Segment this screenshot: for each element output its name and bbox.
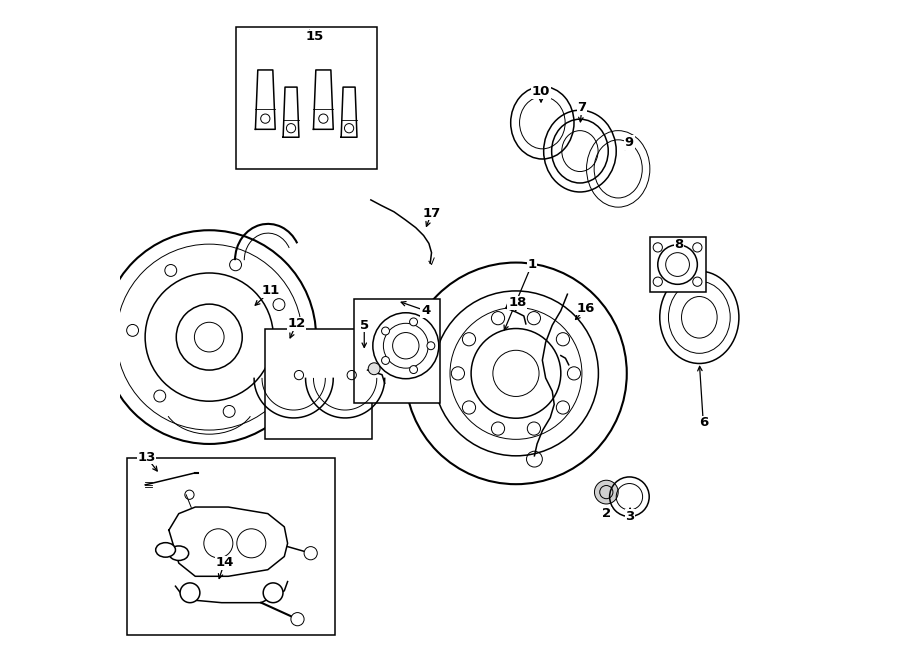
Circle shape: [658, 245, 698, 284]
Circle shape: [291, 613, 304, 626]
Text: 7: 7: [578, 101, 587, 114]
Text: 4: 4: [421, 304, 430, 317]
Bar: [650, 237, 706, 292]
Circle shape: [382, 327, 390, 335]
Circle shape: [427, 342, 435, 350]
Circle shape: [693, 243, 702, 252]
Text: 1: 1: [527, 258, 536, 271]
Text: 16: 16: [577, 301, 595, 315]
Circle shape: [693, 277, 702, 286]
Circle shape: [180, 583, 200, 603]
Circle shape: [595, 481, 618, 504]
Polygon shape: [169, 507, 288, 576]
Bar: [355, 299, 440, 403]
Text: 12: 12: [287, 317, 305, 330]
Circle shape: [203, 529, 233, 558]
Circle shape: [373, 313, 439, 379]
Circle shape: [304, 547, 318, 560]
Circle shape: [382, 356, 390, 364]
Circle shape: [237, 529, 266, 558]
Text: 2: 2: [602, 508, 611, 520]
Text: 8: 8: [674, 238, 683, 251]
Circle shape: [383, 323, 428, 368]
Text: 6: 6: [698, 416, 708, 430]
Text: 18: 18: [508, 296, 526, 309]
Circle shape: [653, 243, 662, 252]
Bar: [127, 459, 335, 635]
Ellipse shape: [156, 543, 176, 557]
Polygon shape: [284, 87, 299, 137]
Text: 17: 17: [422, 207, 441, 219]
Circle shape: [368, 363, 380, 375]
Text: 10: 10: [532, 85, 550, 98]
Circle shape: [392, 332, 419, 359]
Polygon shape: [341, 87, 357, 137]
Circle shape: [410, 366, 418, 373]
Circle shape: [666, 253, 689, 276]
Text: 14: 14: [215, 556, 234, 569]
Circle shape: [493, 350, 539, 397]
Circle shape: [410, 318, 418, 326]
Circle shape: [263, 583, 283, 603]
Text: 11: 11: [262, 284, 280, 297]
Text: 3: 3: [626, 510, 634, 523]
Ellipse shape: [169, 546, 189, 561]
Text: 15: 15: [306, 30, 324, 44]
Text: 9: 9: [625, 136, 634, 149]
Text: 5: 5: [360, 319, 369, 332]
Circle shape: [653, 277, 662, 286]
Bar: [266, 329, 373, 440]
Polygon shape: [256, 70, 275, 130]
Polygon shape: [313, 70, 333, 130]
Text: 13: 13: [138, 451, 156, 463]
Bar: [236, 27, 377, 169]
